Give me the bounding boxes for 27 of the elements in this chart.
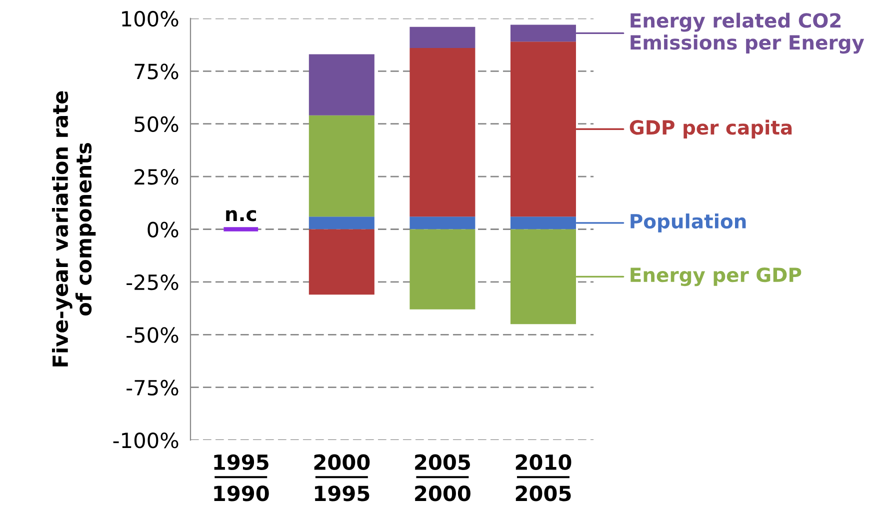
bar <box>410 48 476 217</box>
bar <box>308 54 374 116</box>
x-tick-label: 2010 2005 <box>516 454 572 502</box>
y-tick-label: -25% <box>126 274 178 290</box>
x-tick-label: 2005 2000 <box>415 454 470 502</box>
y-tick-label: -75% <box>126 380 178 396</box>
y-tick-label: -100% <box>113 432 178 448</box>
y-tick-label: 100% <box>122 10 178 27</box>
y-tick-label: 25% <box>134 169 178 185</box>
bar <box>308 229 374 295</box>
legend-label: Energy related CO2 Emissions per Energy <box>630 12 864 54</box>
legend-label: GDP per capita <box>630 120 792 139</box>
legend-label: Energy per GDP <box>630 267 802 286</box>
legend-label: Population <box>630 214 746 232</box>
bar <box>410 229 476 310</box>
y-tick-label: 75% <box>134 64 178 80</box>
y-tick-label: 0% <box>148 222 178 238</box>
bar <box>410 216 476 230</box>
x-tick-label: 2000 1995 <box>314 454 370 502</box>
bar <box>308 216 374 230</box>
bar <box>308 115 374 217</box>
y-axis-title: Five-year variation rate of components <box>52 91 96 366</box>
y-tick-label: 50% <box>134 116 178 132</box>
bar <box>410 26 476 48</box>
y-tick-label: -50% <box>126 327 178 343</box>
x-tick-label: 1995 1990 <box>214 454 269 502</box>
annotation: n.c <box>226 210 256 222</box>
